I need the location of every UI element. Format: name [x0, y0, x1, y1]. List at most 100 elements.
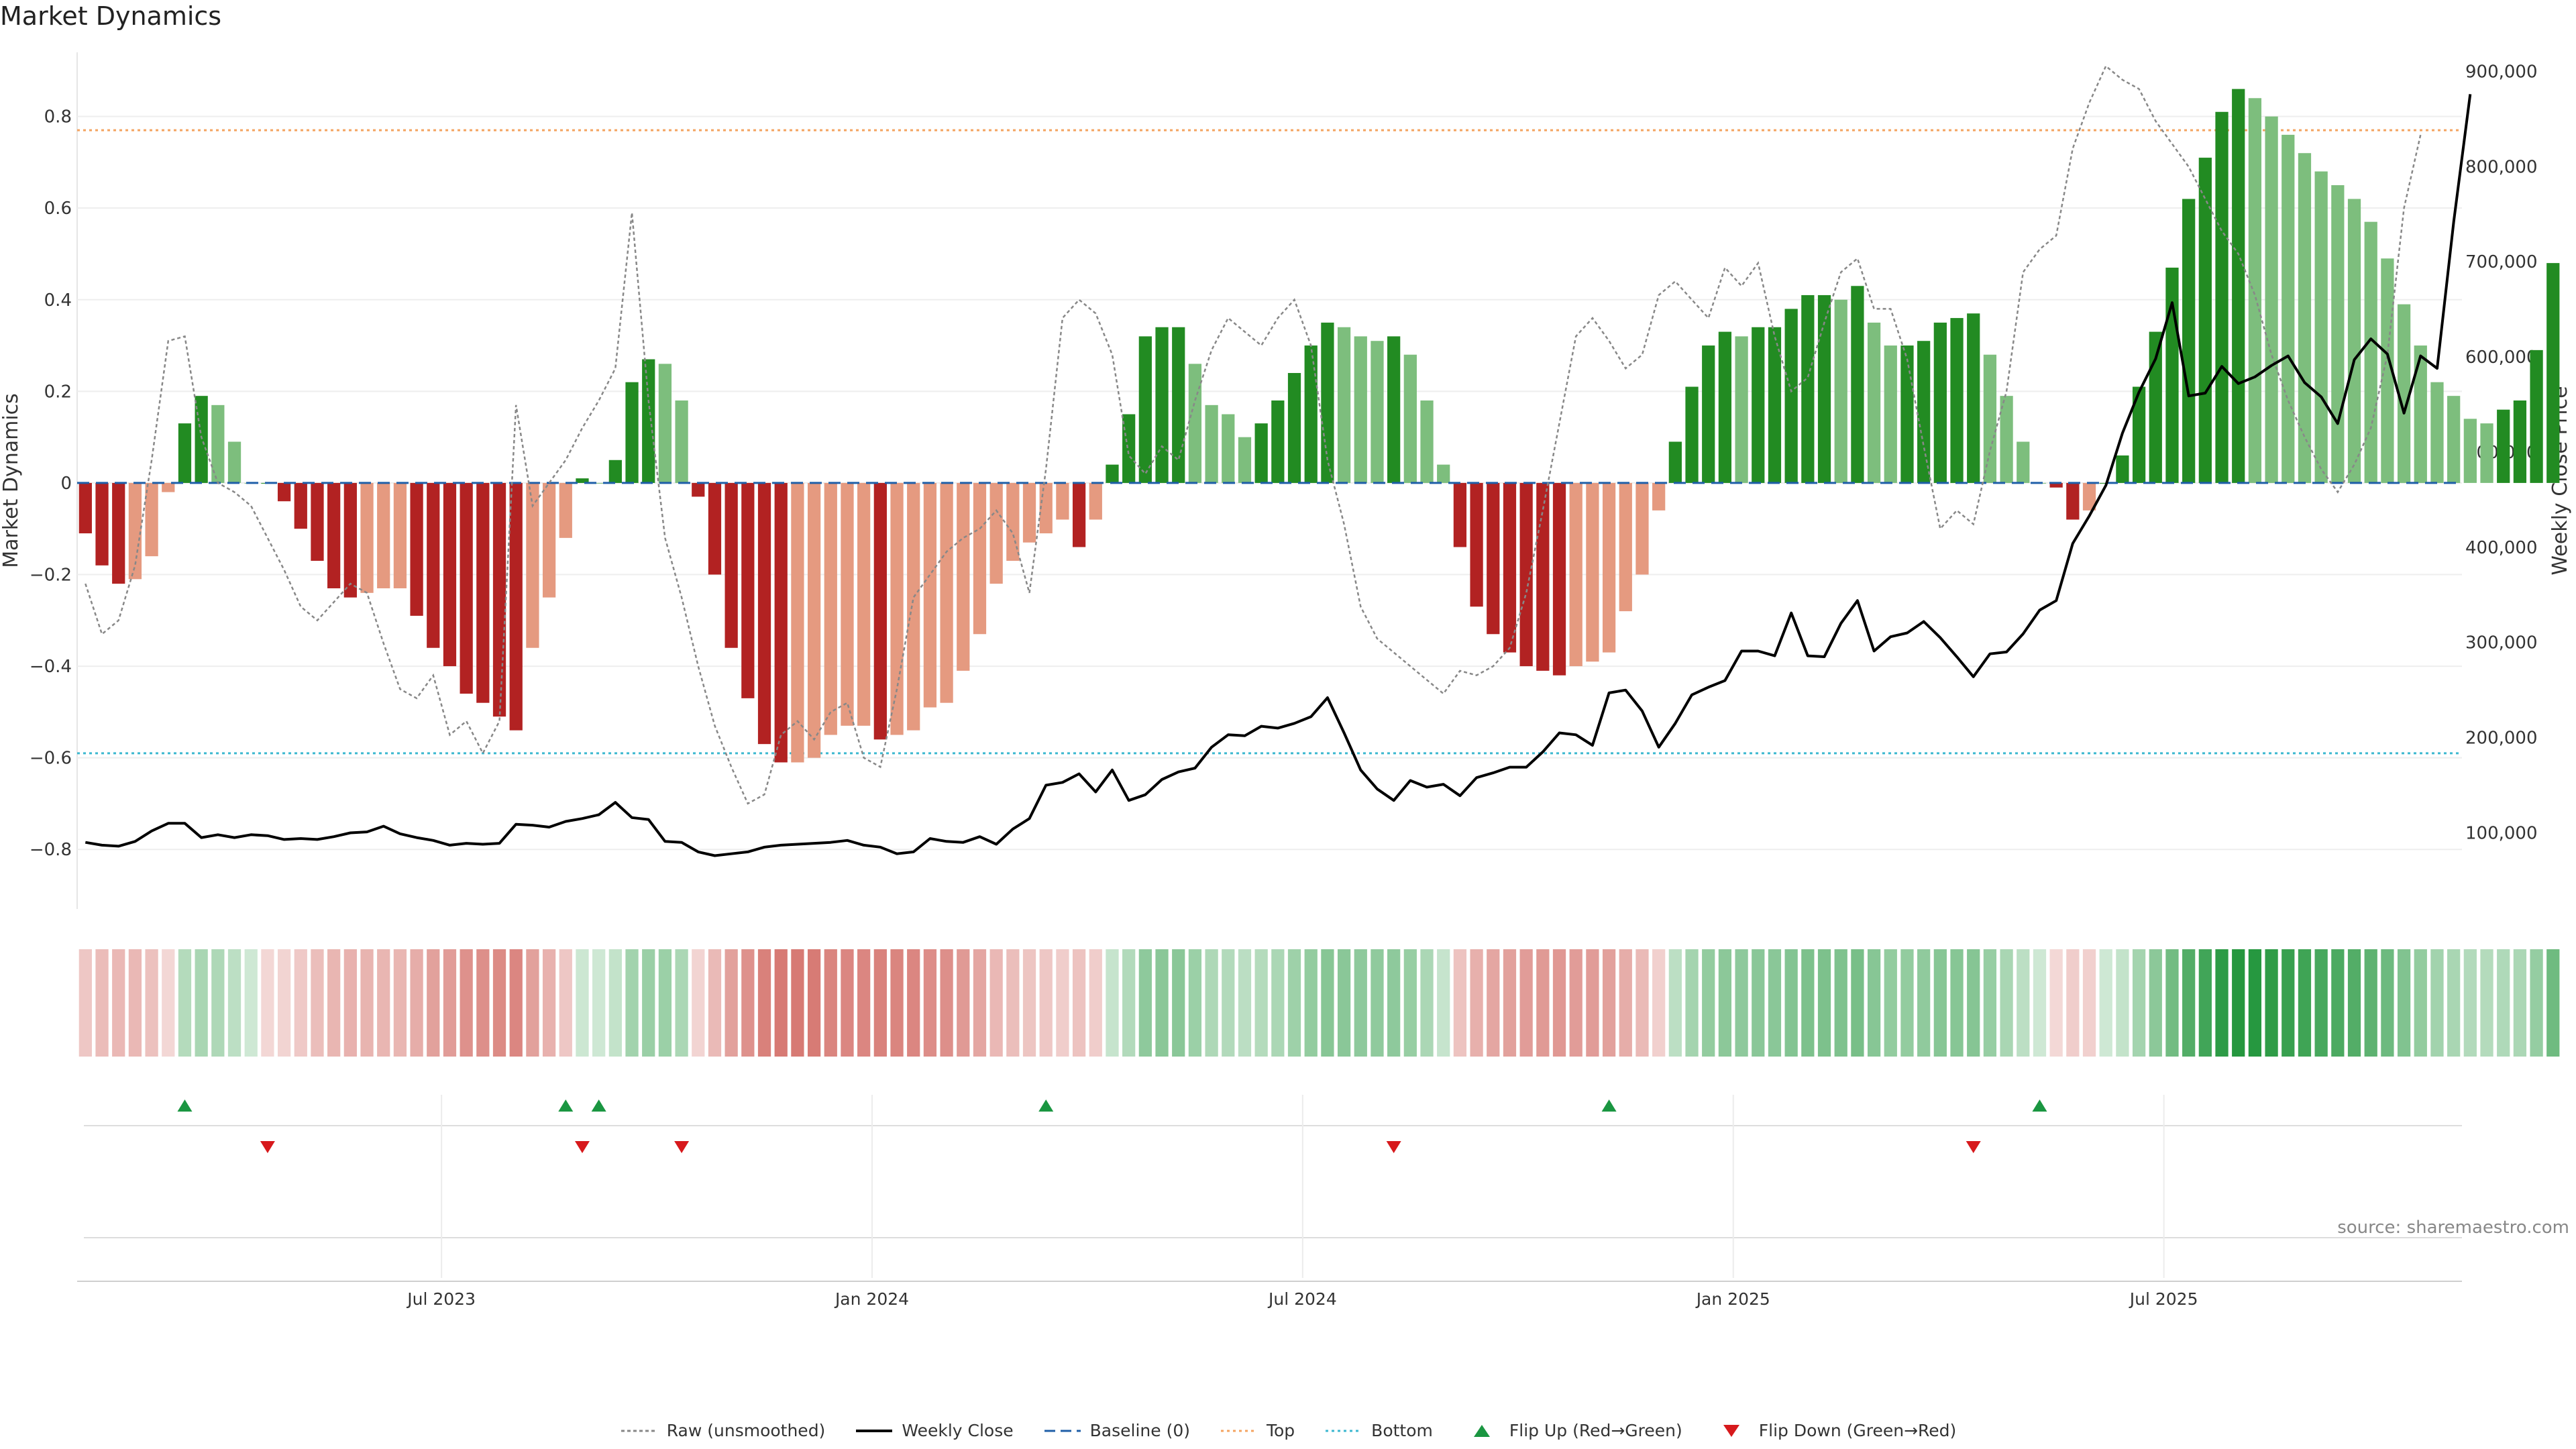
dynamics-bar	[724, 482, 738, 648]
heat-cell	[873, 949, 887, 1057]
y-tick-label: 0.2	[44, 382, 72, 402]
dynamics-bar	[2530, 350, 2543, 483]
legend-swatch-bottom	[1326, 1430, 1362, 1432]
heat-cell	[1817, 949, 1831, 1057]
dynamics-bar	[1702, 345, 1715, 483]
heat-cell	[2497, 949, 2510, 1057]
heat-cell	[2116, 949, 2129, 1057]
heat-cell	[1752, 949, 1765, 1057]
dynamics-bar	[2364, 221, 2377, 483]
dynamics-bar	[1271, 400, 1285, 483]
dynamics-bar	[1685, 386, 1699, 483]
heat-cell	[642, 949, 655, 1057]
heat-cell	[2033, 949, 2047, 1057]
dynamics-bar	[592, 482, 606, 484]
heat-cell	[2099, 949, 2112, 1057]
heat-cell	[1222, 949, 1235, 1057]
heat-cell	[1702, 949, 1715, 1057]
dynamics-bar	[2298, 153, 2312, 483]
dynamics-bar	[1536, 482, 1550, 671]
dynamics-bar	[1519, 482, 1533, 667]
heat-cell	[1967, 949, 1980, 1057]
dynamics-bar	[2347, 199, 2361, 483]
heat-cell	[1917, 949, 1931, 1057]
dynamics-bar	[675, 400, 688, 483]
x-tick-label: Jul 2024	[1267, 1289, 1337, 1309]
heat-cell	[1039, 949, 1053, 1057]
dynamics-bar	[2546, 263, 2560, 483]
dynamics-bar	[708, 482, 722, 575]
dynamics-bar	[1321, 322, 1334, 483]
heat-cell	[675, 949, 688, 1057]
y-tick-label: 0.6	[44, 199, 72, 219]
dynamics-bar	[360, 482, 374, 593]
dynamics-bar	[393, 482, 407, 588]
heat-cell	[327, 949, 341, 1057]
dynamics-bar	[1867, 322, 1881, 483]
heat-cell	[857, 949, 871, 1057]
heat-cell	[2265, 949, 2278, 1057]
heat-cell	[1321, 949, 1334, 1057]
dynamics-bar	[343, 482, 357, 598]
legend-label: Bottom	[1371, 1421, 1433, 1440]
flip-down-marker	[674, 1141, 690, 1153]
y2-tick-label: 700,000	[2465, 252, 2538, 272]
dynamics-bar	[957, 482, 970, 671]
legend-swatch-flip_up	[1473, 1424, 1490, 1437]
legend-item-raw: Raw (unsmoothed)	[620, 1421, 825, 1440]
y2-tick-label: 100,000	[2465, 823, 2538, 843]
dynamics-bar	[2149, 331, 2162, 483]
heat-cell	[2248, 949, 2262, 1057]
dynamics-bar	[890, 482, 904, 735]
dynamics-bar	[1172, 327, 1185, 483]
x-tick-label: Jul 2025	[2129, 1289, 2198, 1309]
heat-cell	[178, 949, 192, 1057]
heat-cell	[2447, 949, 2461, 1057]
dynamics-bar	[377, 482, 390, 588]
dynamics-bar	[509, 482, 523, 731]
heat-cell	[1188, 949, 1202, 1057]
heat-cell	[1801, 949, 1815, 1057]
heat-cell	[2082, 949, 2096, 1057]
heat-cell	[890, 949, 904, 1057]
heat-cell	[227, 949, 241, 1057]
dynamics-bar	[277, 482, 291, 502]
heat-cell	[1354, 949, 1367, 1057]
heat-cell	[2000, 949, 2013, 1057]
heat-cell	[2215, 949, 2229, 1057]
heat-cell	[2298, 949, 2312, 1057]
heat-cell	[195, 949, 208, 1057]
heat-cell	[1851, 949, 1864, 1057]
dynamics-bar	[1453, 482, 1467, 547]
x-tick-label: Jul 2023	[406, 1289, 476, 1309]
source-note: source: sharemaestro.com	[2337, 1218, 2569, 1238]
dynamics-bar	[2066, 482, 2080, 520]
dynamics-bar	[2381, 258, 2394, 483]
heat-cell	[244, 949, 258, 1057]
heat-cell	[741, 949, 755, 1057]
heat-cell	[2232, 949, 2245, 1057]
heat-cell	[2364, 949, 2377, 1057]
heat-cell	[277, 949, 291, 1057]
dynamics-bar	[757, 482, 771, 745]
dynamics-bar	[1254, 423, 1268, 483]
dynamics-bar	[542, 482, 556, 598]
heat-cell	[658, 949, 672, 1057]
heat-cell	[1668, 949, 1682, 1057]
dynamics-bar	[2165, 267, 2179, 483]
legend-swatch-baseline	[1044, 1430, 1081, 1432]
dynamics-bar	[1635, 482, 1649, 575]
heat-cell	[1933, 949, 1947, 1057]
heat-cell	[1254, 949, 1268, 1057]
dynamics-bar	[791, 482, 804, 763]
heat-cell	[576, 949, 589, 1057]
heat-cell	[1205, 949, 1218, 1057]
heat-cell	[2347, 949, 2361, 1057]
legend-swatch-top	[1220, 1430, 1257, 1432]
dynamics-bar	[658, 364, 672, 483]
dynamics-bar	[294, 482, 307, 529]
dynamics-bar	[1983, 354, 1997, 483]
heat-cell	[1387, 949, 1401, 1057]
heat-cell	[724, 949, 738, 1057]
flip-down-marker	[1386, 1141, 1401, 1153]
